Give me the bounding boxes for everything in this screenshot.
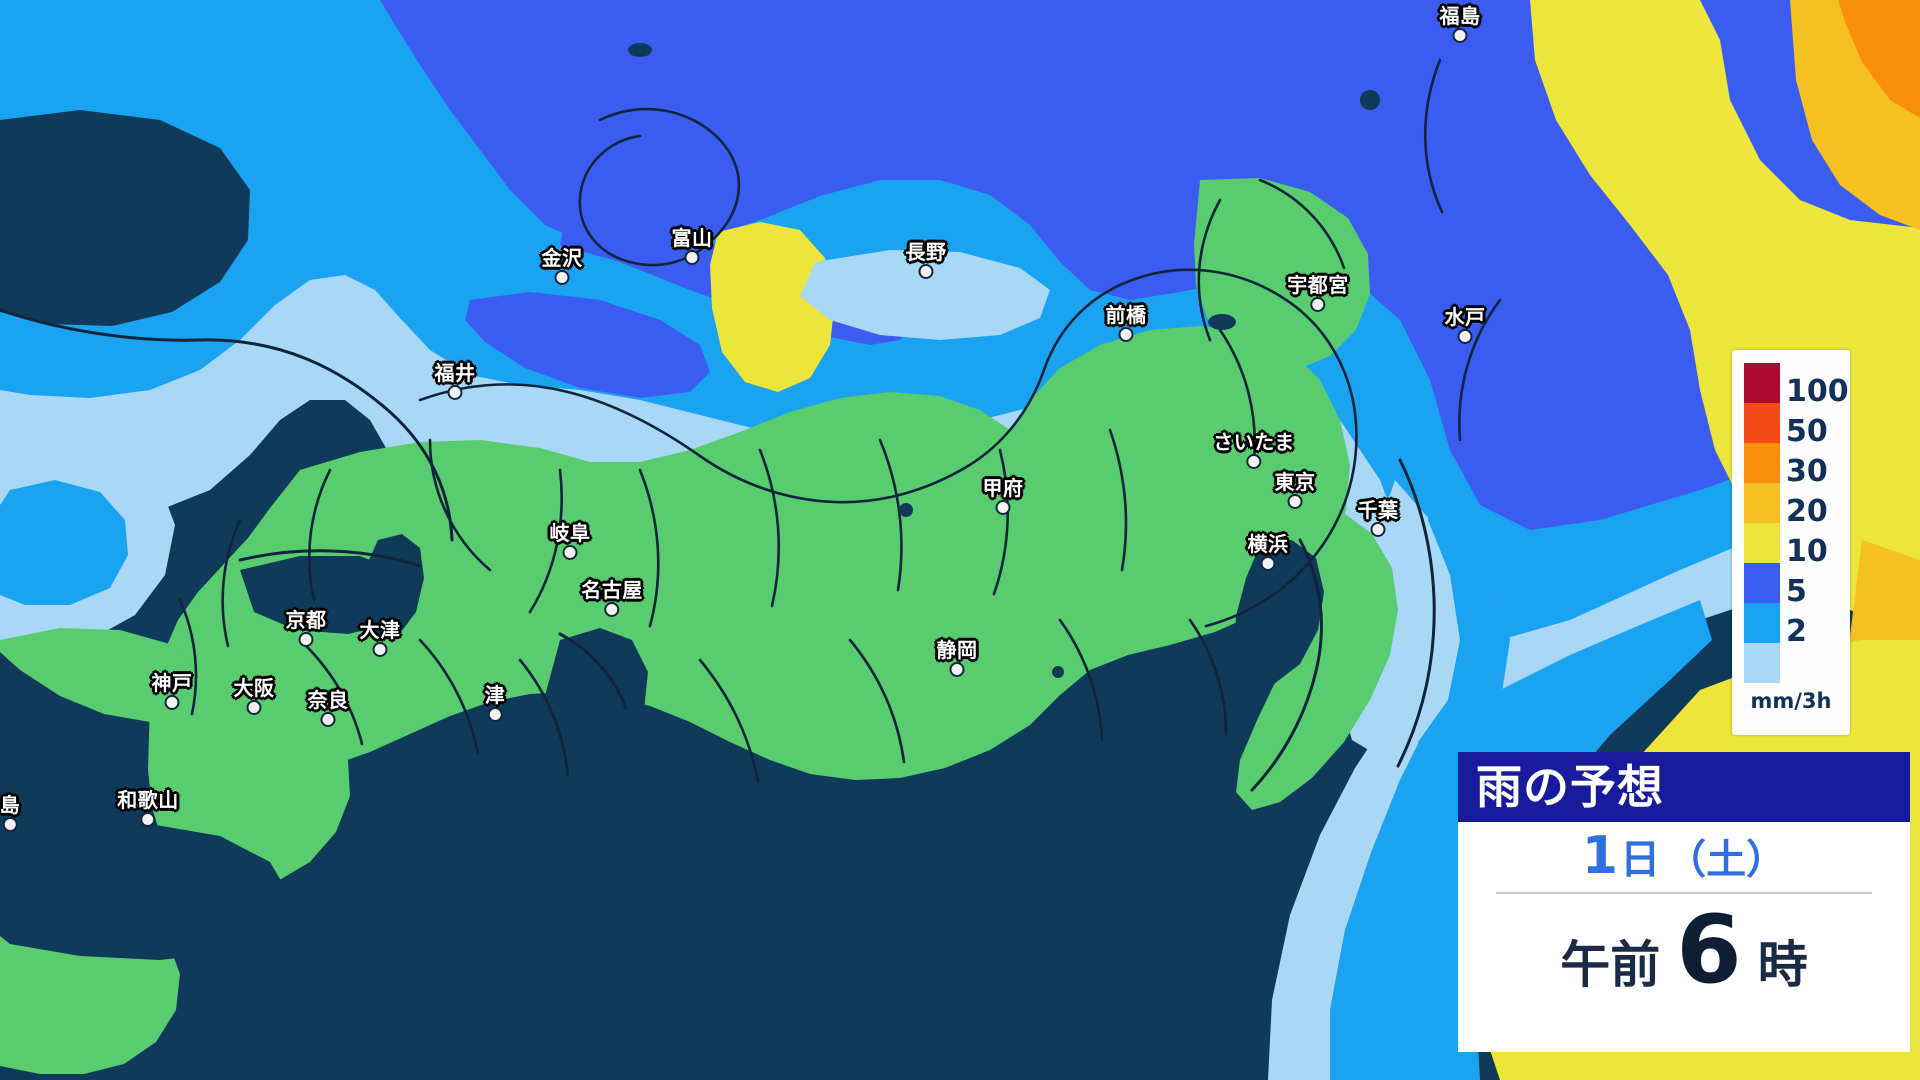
legend-stop: 50: [1732, 403, 1850, 447]
legend-unit-label: mm/3h: [1750, 689, 1832, 713]
sea-inland: [0, 824, 290, 960]
land-kanto-boso: [1236, 500, 1398, 810]
map-detail-islands: [628, 43, 1380, 678]
legend-color-swatch: [1744, 403, 1780, 443]
land-honshu-central: [162, 326, 1350, 780]
forecast-panel-header: 雨の予想: [1458, 752, 1910, 822]
precip-blob-west-cyan: [0, 480, 128, 605]
bay-tokyo: [1234, 540, 1324, 684]
bay-ise: [546, 628, 648, 760]
legend-value-label: 50: [1786, 414, 1828, 449]
panel-divider: [1496, 892, 1872, 894]
legend-stop: 10: [1732, 523, 1850, 567]
legend-stop: 100: [1732, 363, 1850, 407]
legend-value-label: 100: [1786, 374, 1849, 409]
land-west-tip: [0, 628, 206, 722]
forecast-info-panel: 雨の予想 1 日 （土） 午前 6 時: [1458, 752, 1910, 1052]
legend-value-label: 20: [1786, 494, 1828, 529]
legend-color-swatch: [1744, 443, 1780, 483]
sea-south-pacific: [548, 782, 1244, 1080]
precip-arc-2mm-se: [1268, 715, 1430, 1080]
legend-stop: 30: [1732, 443, 1850, 487]
legend-value-label: 5: [1786, 574, 1807, 609]
precip-coast-5mm-kanto: [1418, 470, 1510, 770]
legend-value-label: 30: [1786, 454, 1828, 489]
precip-blob-20mm-toyama: [710, 222, 835, 392]
sea-japan-nw: [0, 110, 250, 326]
legend-color-swatch: [1744, 523, 1780, 563]
legend-value-label: 10: [1786, 534, 1828, 569]
forecast-date-unit: 日: [1620, 837, 1661, 883]
forecast-time: 午前 6 時: [1560, 904, 1807, 998]
precip-band-50mm-east: [1838, 0, 1920, 118]
legend-color-swatch: [1744, 363, 1780, 403]
legend-color-swatch: [1744, 643, 1780, 683]
legend-stop: [1732, 643, 1850, 683]
legend-color-swatch: [1744, 603, 1780, 643]
precip-band-10mm: [380, 0, 1920, 530]
legend-stop: 2: [1732, 603, 1850, 647]
forecast-panel-title: 雨の予想: [1476, 760, 1664, 814]
precip-patch-10mm-sw: [465, 292, 710, 398]
legend-stop: 5: [1732, 563, 1850, 607]
land-tohoku-lobe: [1194, 178, 1370, 370]
legend-color-swatch: [1744, 563, 1780, 603]
forecast-weekday: （土）: [1666, 837, 1787, 883]
forecast-hour: 6: [1676, 896, 1742, 1005]
coastline: [0, 308, 1436, 792]
legend-stop: 20: [1732, 483, 1850, 527]
forecast-ampm: 午前: [1560, 936, 1661, 994]
sea-wakasa: [240, 556, 412, 634]
precip-patch-2mm-nagano: [800, 250, 1050, 340]
legend-color-swatch: [1744, 483, 1780, 523]
prefecture-borders: [178, 58, 1502, 784]
forecast-date: 1 日 （土）: [1582, 830, 1786, 882]
legend-value-label: 2: [1786, 614, 1807, 649]
forecast-panel-body: 1 日 （土） 午前 6 時: [1458, 822, 1910, 1052]
forecast-date-number: 1: [1581, 826, 1619, 886]
legend-stop-list: 100 50 30 20 10 5 2: [1732, 363, 1850, 683]
sea-inlets: [0, 110, 1324, 1080]
forecast-hour-unit: 時: [1757, 936, 1808, 994]
precipitation-legend: 100 50 30 20 10 5 2 mm/3h: [1732, 350, 1850, 735]
